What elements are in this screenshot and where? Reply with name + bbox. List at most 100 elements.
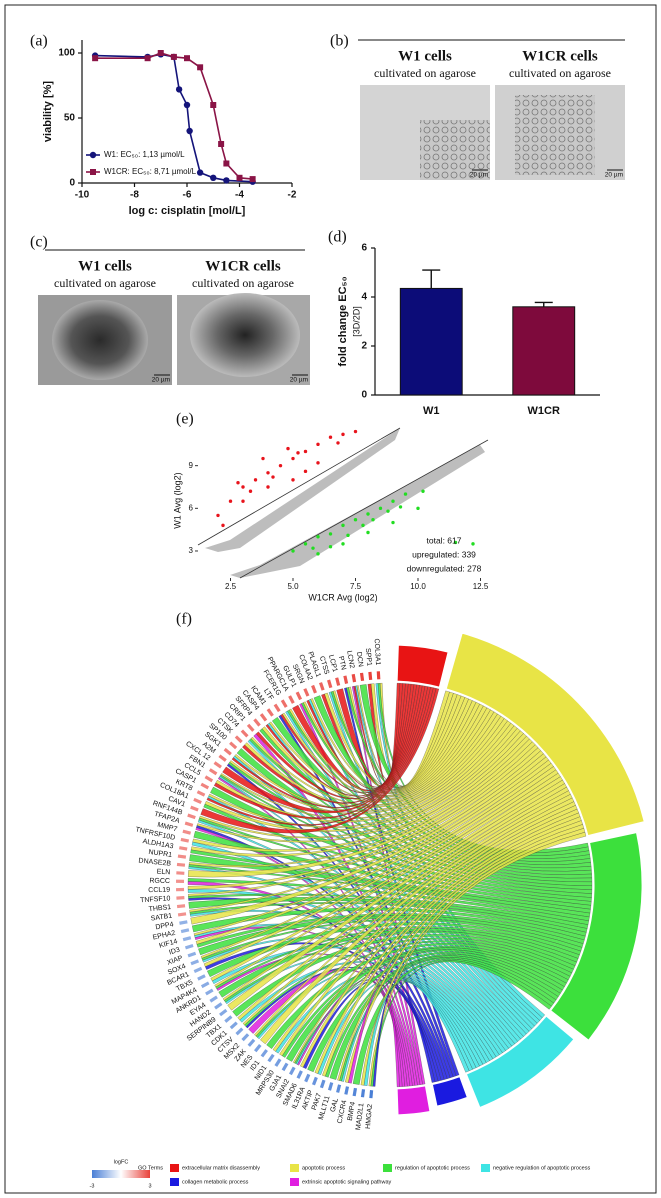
point: [241, 499, 245, 503]
gene-block: [259, 713, 268, 722]
spheroid: [190, 293, 300, 377]
gene-block: [224, 1015, 233, 1023]
term-arc: [396, 644, 449, 688]
gene-label: CCL19: [148, 887, 170, 894]
point: [236, 174, 243, 181]
gene-label: MAD2L1: [355, 1103, 365, 1131]
gene-block: [303, 688, 310, 697]
point: [341, 523, 345, 528]
gene-block: [177, 912, 187, 917]
annotation: downregulated: 278: [407, 563, 482, 573]
series-line: [95, 52, 253, 180]
gene-block: [376, 671, 381, 680]
gene-block: [180, 837, 190, 843]
panel-label: (f): [176, 611, 192, 628]
gene-block: [351, 673, 357, 683]
legend-label: collagen metabolic process: [182, 1179, 249, 1185]
gene-label: HMGA2: [365, 1104, 374, 1130]
column-title: W1CR cells: [205, 258, 281, 274]
gene-block: [229, 741, 238, 750]
gene-block: [180, 928, 190, 934]
panel-label: (d): [328, 229, 347, 246]
point: [92, 55, 99, 62]
gray-cloud: [205, 428, 400, 552]
legend-label: negative regulation of apoptotic process: [493, 1165, 590, 1171]
y-tick-label: 9: [189, 461, 194, 470]
gene-block: [235, 1027, 244, 1036]
x-tick-label: W1CR: [528, 405, 560, 417]
gene-block: [327, 679, 333, 689]
gene-block: [311, 1076, 318, 1086]
gene-label: ID3: [168, 947, 181, 957]
legend-label: extrinsic apoptotic signaling pathway: [302, 1179, 392, 1185]
x-axis-label: W1CR Avg (log2): [308, 592, 377, 602]
gene-block: [197, 974, 206, 981]
gene-block: [177, 854, 187, 859]
legend-label: W1CR: EC₅₀: 8,71 µmol/L: [104, 167, 197, 176]
bar: [399, 287, 463, 396]
gene-block: [184, 821, 194, 827]
point: [170, 53, 177, 60]
ribbon: [200, 688, 440, 834]
x-tick-label: -8: [130, 190, 139, 201]
gene-block: [281, 1062, 289, 1072]
legend-swatch: [170, 1164, 179, 1172]
gene-block: [327, 1082, 334, 1091]
point: [291, 549, 295, 553]
gene-label: COL3A1: [373, 638, 381, 665]
legend-label: W1: EC₅₀: 1,13 µmol/L: [104, 150, 185, 159]
point: [157, 50, 164, 56]
y-axis-label: viability [%]: [42, 81, 54, 142]
x-tick-label: 7.5: [350, 582, 362, 591]
gene-block: [182, 936, 192, 942]
legend-label: apoptotic process: [302, 1165, 345, 1171]
legend-swatch: [383, 1164, 392, 1172]
gene-label: THBS1: [148, 904, 171, 913]
gene-block: [335, 677, 341, 686]
point: [386, 509, 390, 513]
gene-block: [344, 1086, 350, 1095]
gene-block: [295, 691, 303, 701]
gene-label: CXCR4: [337, 1100, 349, 1125]
gene-block: [280, 699, 288, 708]
gene-block: [359, 672, 365, 682]
gene-label: LCP1: [327, 654, 338, 673]
y-tick-label: 2: [361, 341, 367, 352]
legend-marker: [89, 151, 97, 159]
point: [216, 513, 220, 518]
spheroid: [52, 300, 148, 380]
point: [186, 127, 193, 135]
gene-block: [218, 754, 227, 762]
gene-block: [311, 684, 317, 694]
point: [144, 55, 151, 62]
gene-label: XIAP: [166, 955, 184, 967]
gene-block: [229, 1021, 238, 1030]
logfc-gradient: [92, 1170, 150, 1178]
gene-block: [219, 1008, 228, 1017]
gene-block: [176, 904, 186, 909]
point: [391, 520, 395, 525]
gene-block: [247, 1038, 256, 1047]
point: [378, 506, 383, 511]
y-axis-sublabel: [3D/2D]: [351, 306, 361, 337]
gene-block: [234, 735, 243, 744]
gene-block: [190, 959, 200, 966]
gene-block: [176, 879, 185, 884]
annotation: upregulated: 339: [412, 549, 476, 559]
y-tick-label: 0: [69, 178, 75, 189]
point: [371, 517, 375, 522]
column-subtitle: cultivated on agarose: [509, 66, 611, 80]
point: [316, 442, 320, 447]
point: [278, 463, 283, 468]
y-axis-label: fold change EC₅₀: [337, 276, 349, 366]
gene-block: [223, 747, 232, 756]
point: [223, 160, 230, 167]
legend-title: logFC: [114, 1159, 129, 1165]
gene-label: DCN: [355, 652, 364, 668]
gene-label: MMP7: [157, 822, 178, 834]
point: [453, 540, 458, 545]
gene-block: [209, 995, 218, 1003]
x-axis-label: log c: cisplatin [mol/L]: [129, 205, 246, 217]
gene-block: [266, 708, 274, 717]
